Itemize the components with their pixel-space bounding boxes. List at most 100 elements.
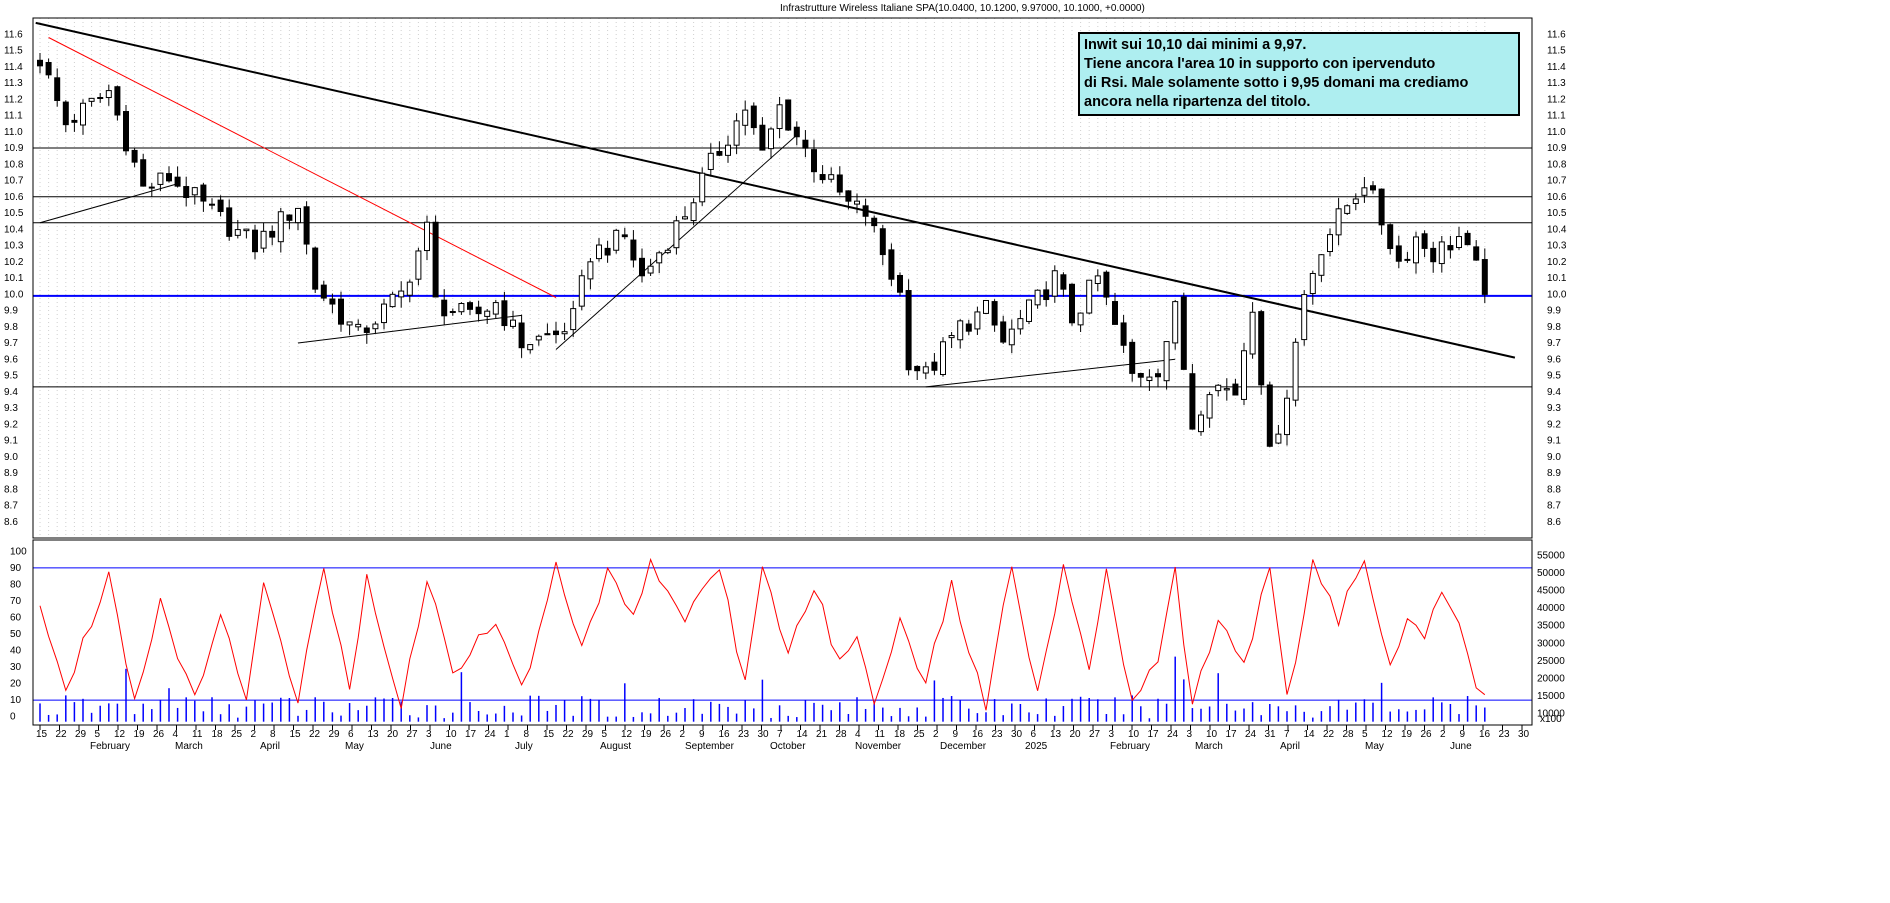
candle-body [389,293,396,308]
candle-body [1094,275,1101,285]
x-day-label: 25 [914,729,926,740]
rsi-tick-left: 40 [10,646,22,657]
candle-body [914,365,921,372]
candle-body [346,321,353,326]
candle-body [725,144,731,156]
annotation-line: Inwit sui 10,10 dai minimi a 9,97. [1084,37,1307,53]
candle-body [320,284,327,299]
candle-body [1249,311,1256,355]
candle-body [828,174,835,180]
rsi-tick-left: 60 [10,612,22,623]
candle-body [1361,187,1368,196]
candle-body [277,211,284,243]
candle-body [639,257,645,277]
x-day-label: 5 [1362,729,1368,740]
price-tick-left: 9.5 [4,371,18,382]
price-tick-left: 10.5 [4,208,24,219]
price-tick-right: 8.7 [1547,501,1561,512]
candle-body [355,323,362,328]
rsi-tick-left: 10 [10,695,22,706]
candle-body [1155,373,1161,378]
candle-body [819,174,826,181]
x-day-label: 22 [56,729,68,740]
candle-body [1043,289,1050,301]
candle-body [441,299,448,317]
price-tick-left: 8.7 [4,501,18,512]
price-tick-right: 8.6 [1547,517,1561,528]
x-day-label: 18 [894,729,906,740]
x-day-label: 16 [719,729,731,740]
candle-body [363,327,370,333]
candle-body [570,308,577,331]
price-tick-left: 10.8 [4,159,24,170]
candle-body [750,105,757,129]
rsi-tick-left: 0 [10,712,16,723]
x-day-label: 9 [1460,729,1466,740]
x-day-label: 22 [309,729,321,740]
x-day-label: 28 [836,729,848,740]
x-day-label: 23 [992,729,1004,740]
x-day-label: 7 [777,729,783,740]
candle-body [1069,283,1075,324]
price-tick-right: 10.3 [1547,241,1567,252]
candle-body [1438,241,1445,265]
candle-body [587,261,594,280]
x-day-label: 6 [1031,729,1037,740]
candle-body [673,220,680,249]
annotation-line: di Rsi. Male solamente sotto i 9,95 doma… [1084,75,1469,91]
candle-body [965,323,972,332]
candle-body [948,335,955,339]
candle-body [148,186,155,189]
candle-body [664,249,671,254]
trendline [48,37,557,298]
price-tick-left: 11.3 [4,78,23,89]
volume-tick-right: 25000 [1537,656,1565,667]
x-day-label: 22 [563,729,575,740]
x-day-label: 29 [75,729,87,740]
price-tick-left: 9.3 [4,403,18,414]
candle-body [647,265,654,274]
candle-body [1481,259,1488,295]
x-day-label: 12 [1382,729,1394,740]
candle-body [656,252,663,264]
candle-body [312,247,319,290]
price-tick-right: 11.1 [1547,111,1566,122]
x-day-label: 30 [758,729,770,740]
candle-body [1129,341,1136,374]
candle-body [1378,188,1385,226]
candle-body [1172,301,1179,344]
candle-body [897,274,903,293]
candle-body [1232,383,1239,396]
volume-tick-right: 10000 [1537,708,1565,719]
candle-body [1387,224,1394,249]
x-day-label: 31 [1265,729,1277,740]
x-day-label: 10 [1128,729,1140,740]
candle-body [596,244,602,260]
candle-body [621,234,628,238]
x-day-label: 30 [1011,729,1023,740]
x-day-label: 30 [1518,729,1530,740]
candle-body [682,216,688,220]
candle-body [1120,322,1127,346]
candle-body [604,247,611,256]
candle-body [449,311,456,314]
x-day-label: 21 [816,729,828,740]
x-day-label: 26 [153,729,165,740]
candle-body [578,275,585,307]
candle-body [1309,272,1316,295]
x-day-label: 16 [972,729,984,740]
candle-body [1464,232,1471,246]
x-day-label: 3 [426,729,432,740]
price-tick-right: 10.0 [1547,289,1567,300]
candle-body [1026,299,1032,322]
candle-body [510,319,516,327]
candle-body [475,306,482,315]
x-month-label: December [940,741,987,752]
x-day-label: 11 [875,729,886,740]
candle-body [1404,258,1411,261]
price-tick-left: 10.1 [4,273,24,284]
candle-body [1413,236,1419,264]
price-tick-right: 10.5 [1547,208,1567,219]
price-tick-left: 10.4 [4,224,24,235]
price-tick-left: 10.3 [4,241,24,252]
